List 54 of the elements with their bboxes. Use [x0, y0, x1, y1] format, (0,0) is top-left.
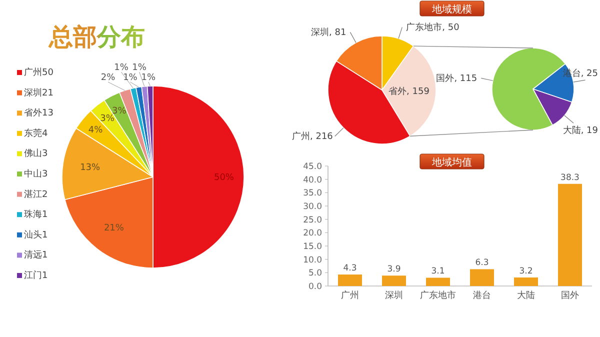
chart-title: 地域规模 — [431, 4, 472, 16]
y-tick-label: 10.0 — [303, 255, 322, 266]
legend-label: 珠海1 — [24, 209, 48, 220]
data-label: 13% — [80, 163, 101, 174]
y-tick-label: 30.0 — [303, 202, 322, 212]
data-label: 50% — [214, 173, 234, 183]
data-label: 1% — [114, 63, 129, 73]
slice-label: 省外, 159 — [388, 86, 430, 98]
data-label: 4% — [88, 125, 104, 136]
slice-label: 大陆, 19 — [562, 125, 598, 136]
legend-label: 中山3 — [24, 168, 48, 180]
legend-label: 江门1 — [24, 270, 48, 281]
y-tick-label: 35.0 — [303, 188, 322, 199]
legend-label: 湛江2 — [24, 188, 48, 200]
data-label: 2% — [100, 73, 116, 83]
slice-label: 广东地市, 50 — [406, 22, 460, 34]
chart-title: 地域均值 — [431, 156, 472, 168]
slice-label: 国外, 115 — [436, 73, 478, 84]
y-tick-label: 25.0 — [303, 215, 322, 226]
x-tick-label: 港台 — [473, 290, 491, 301]
chart-title: 总部分布 — [48, 23, 145, 51]
data-label: 6.3 — [475, 258, 489, 268]
legend-label: 省外13 — [24, 108, 54, 119]
data-label: 38.3 — [560, 172, 580, 183]
y-tick-label: 45.0 — [303, 162, 322, 172]
legend-label: 汕头1 — [24, 229, 48, 240]
data-label: 1% — [123, 73, 138, 83]
slice-label: 深圳, 81 — [311, 27, 346, 38]
y-tick-label: 5.0 — [308, 268, 322, 279]
legend-label: 深圳21 — [24, 87, 54, 98]
x-tick-label: 广州 — [341, 290, 359, 301]
data-label: 4.3 — [343, 264, 357, 274]
data-label: 3.2 — [519, 266, 533, 276]
data-label: 1% — [132, 63, 147, 73]
x-tick-label: 大陆 — [517, 290, 535, 301]
legend-label: 广州50 — [24, 67, 54, 78]
legend-label: 佛山3 — [24, 148, 48, 160]
data-label: 3% — [112, 106, 127, 117]
data-label: 3.9 — [387, 264, 401, 275]
legend-label: 清远1 — [24, 250, 48, 261]
y-tick-label: 0.0 — [308, 282, 322, 292]
y-tick-label: 20.0 — [303, 228, 322, 239]
slice-label: 港台, 25 — [562, 68, 598, 80]
data-label: 21% — [104, 223, 124, 234]
data-label: 3% — [100, 114, 115, 124]
slice-label: 广州, 216 — [292, 131, 334, 142]
y-tick-label: 15.0 — [303, 242, 322, 252]
x-tick-label: 深圳 — [385, 290, 403, 301]
x-tick-label: 国外 — [561, 290, 579, 301]
data-label: 3.1 — [431, 266, 445, 277]
y-tick-label: 40.0 — [303, 175, 322, 186]
data-label: 1% — [141, 73, 156, 83]
x-tick-label: 广东地市 — [420, 290, 456, 301]
legend-label: 东莞4 — [24, 128, 48, 139]
